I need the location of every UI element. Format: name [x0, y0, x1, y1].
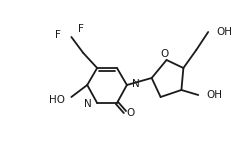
Text: N: N	[84, 99, 92, 109]
Text: N: N	[132, 79, 140, 89]
Text: O: O	[160, 49, 169, 59]
Text: OH: OH	[216, 27, 232, 37]
Text: O: O	[127, 108, 135, 118]
Text: HO: HO	[49, 95, 65, 105]
Text: F: F	[78, 24, 84, 34]
Text: F: F	[55, 30, 60, 40]
Text: OH: OH	[206, 90, 222, 100]
